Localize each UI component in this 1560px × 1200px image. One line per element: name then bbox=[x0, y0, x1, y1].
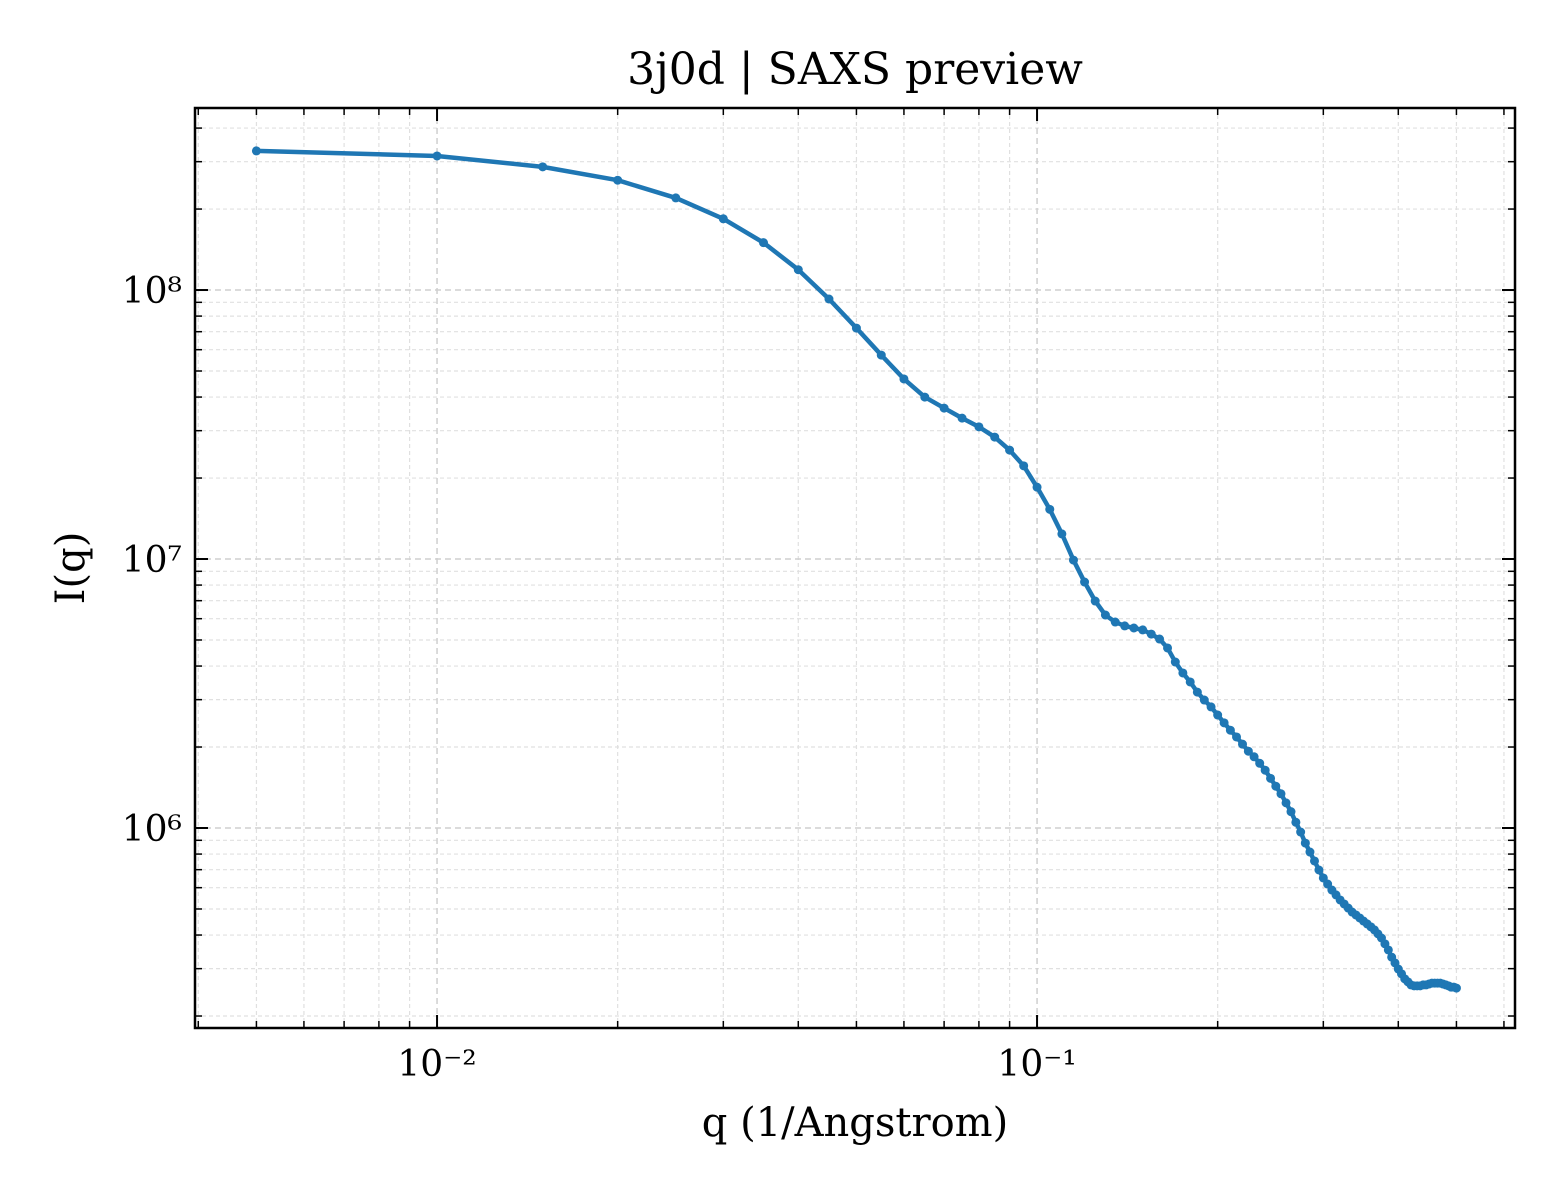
data-point bbox=[1199, 695, 1209, 705]
data-point bbox=[851, 323, 861, 333]
data-point bbox=[758, 238, 768, 248]
data-point bbox=[1068, 555, 1078, 565]
data-point bbox=[1155, 634, 1165, 644]
data-point bbox=[957, 413, 967, 423]
data-point bbox=[1206, 702, 1216, 712]
data-point bbox=[1266, 773, 1276, 783]
data-point bbox=[1296, 827, 1306, 837]
y-tick-label: 10⁸ bbox=[122, 271, 182, 312]
data-point bbox=[1170, 657, 1180, 667]
data-point bbox=[876, 350, 886, 360]
data-point bbox=[538, 162, 548, 172]
data-point bbox=[920, 392, 930, 402]
data-point bbox=[1138, 625, 1148, 635]
data-point bbox=[718, 214, 728, 224]
data-point bbox=[939, 403, 949, 413]
y-axis-label: I(q) bbox=[48, 532, 94, 605]
data-point bbox=[1032, 482, 1042, 492]
data-point bbox=[613, 175, 623, 185]
data-point bbox=[1080, 577, 1090, 587]
data-point bbox=[1192, 687, 1202, 697]
data-point bbox=[1276, 789, 1286, 799]
data-point bbox=[1005, 445, 1015, 455]
data-point bbox=[1260, 765, 1270, 775]
data-point bbox=[1255, 758, 1265, 768]
data-point bbox=[1291, 817, 1301, 827]
data-point bbox=[1281, 798, 1291, 808]
data-point bbox=[1019, 461, 1029, 471]
data-point bbox=[1305, 847, 1315, 857]
data-point bbox=[990, 432, 1000, 442]
data-point bbox=[1309, 856, 1319, 866]
data-point bbox=[1185, 677, 1195, 687]
data-point bbox=[1100, 610, 1110, 620]
data-point bbox=[1451, 983, 1461, 993]
data-point bbox=[1232, 732, 1242, 742]
data-point bbox=[974, 422, 984, 432]
data-point bbox=[1383, 945, 1393, 955]
data-point bbox=[1057, 529, 1067, 539]
data-point bbox=[1314, 865, 1324, 875]
data-point bbox=[793, 265, 803, 275]
chart-title: 3j0d | SAXS preview bbox=[627, 44, 1083, 95]
data-point bbox=[1146, 629, 1156, 639]
data-point bbox=[1120, 621, 1130, 631]
data-point bbox=[1178, 668, 1188, 678]
data-point bbox=[1225, 725, 1235, 735]
data-point bbox=[1045, 504, 1055, 514]
x-axis-label: q (1/Angstrom) bbox=[702, 1100, 1008, 1146]
data-point bbox=[1110, 617, 1120, 627]
data-point bbox=[1213, 710, 1223, 720]
data-point bbox=[1129, 623, 1139, 633]
data-point bbox=[1286, 807, 1296, 817]
plot-frame bbox=[193, 106, 1517, 1030]
data-point bbox=[251, 146, 261, 156]
x-tick-label: 10⁻¹ bbox=[997, 1044, 1076, 1085]
data-point bbox=[1219, 718, 1229, 728]
data-point bbox=[432, 151, 442, 161]
data-point bbox=[1249, 752, 1259, 762]
data-point bbox=[1238, 739, 1248, 749]
data-point bbox=[1090, 596, 1100, 606]
data-point bbox=[824, 294, 834, 304]
data-point bbox=[899, 374, 909, 384]
y-tick-label: 10⁶ bbox=[122, 809, 182, 850]
y-tick-label: 10⁷ bbox=[122, 540, 182, 581]
data-point bbox=[1243, 746, 1253, 756]
data-point bbox=[671, 193, 681, 203]
data-point bbox=[1300, 838, 1310, 848]
x-tick-label: 10⁻² bbox=[397, 1044, 476, 1085]
data-point bbox=[1163, 643, 1173, 653]
data-point bbox=[1271, 781, 1281, 791]
